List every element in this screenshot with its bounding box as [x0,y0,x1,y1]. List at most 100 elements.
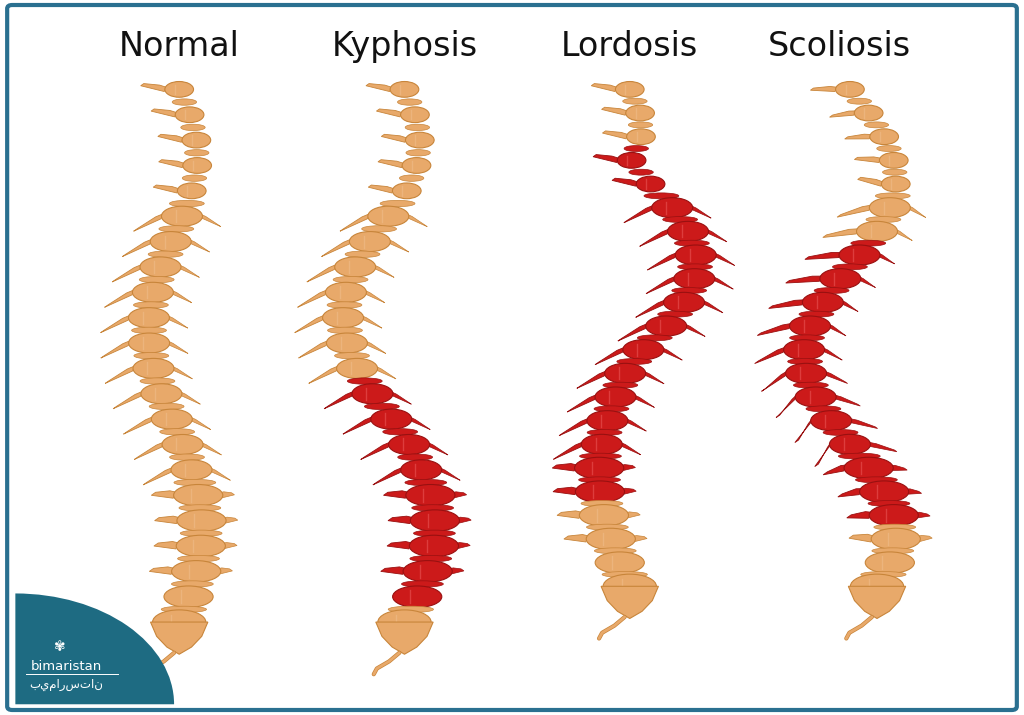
Polygon shape [113,391,143,409]
Ellipse shape [844,458,893,479]
Ellipse shape [799,311,834,317]
Polygon shape [626,418,646,431]
Ellipse shape [397,99,422,105]
Polygon shape [388,516,413,523]
Ellipse shape [171,581,213,587]
FancyBboxPatch shape [7,5,1017,710]
Polygon shape [690,205,711,218]
Ellipse shape [323,307,364,327]
Polygon shape [848,586,905,618]
Ellipse shape [388,606,433,613]
Polygon shape [201,214,221,227]
Polygon shape [369,185,394,193]
Polygon shape [636,300,666,317]
Ellipse shape [856,222,897,242]
Polygon shape [552,463,578,471]
Ellipse shape [380,200,415,207]
Polygon shape [361,315,382,328]
Ellipse shape [161,606,207,613]
Ellipse shape [587,524,629,530]
Polygon shape [133,214,164,231]
Ellipse shape [624,146,648,152]
Polygon shape [842,300,858,312]
Polygon shape [201,443,221,455]
Ellipse shape [882,176,910,192]
Ellipse shape [675,245,716,265]
Ellipse shape [160,428,195,435]
Ellipse shape [594,406,629,412]
Polygon shape [776,395,798,418]
Ellipse shape [388,435,429,455]
Ellipse shape [615,82,644,97]
Ellipse shape [603,383,638,388]
Text: bimaristan: bimaristan [31,660,102,673]
Ellipse shape [172,99,197,105]
Polygon shape [795,418,813,443]
Ellipse shape [361,226,396,232]
Ellipse shape [410,556,452,562]
Ellipse shape [587,430,622,435]
Polygon shape [143,468,173,485]
Ellipse shape [823,430,858,435]
Ellipse shape [657,311,692,317]
Ellipse shape [128,307,169,327]
Ellipse shape [349,232,390,252]
Polygon shape [298,290,328,307]
Ellipse shape [177,183,206,199]
Polygon shape [769,300,805,308]
Ellipse shape [668,222,709,242]
Ellipse shape [133,358,174,378]
Polygon shape [373,468,402,485]
Polygon shape [374,265,394,277]
Ellipse shape [141,384,182,404]
Ellipse shape [402,157,431,173]
Ellipse shape [148,251,183,257]
Ellipse shape [378,610,431,634]
Polygon shape [553,442,584,459]
Polygon shape [557,511,582,518]
Text: Lordosis: Lordosis [561,30,698,63]
Ellipse shape [347,378,382,384]
Polygon shape [823,465,847,475]
Ellipse shape [847,98,871,104]
Ellipse shape [397,454,432,460]
Ellipse shape [603,574,656,598]
Polygon shape [601,586,658,618]
Ellipse shape [602,571,647,578]
Ellipse shape [806,406,841,412]
Ellipse shape [176,536,225,557]
Ellipse shape [814,287,849,293]
Polygon shape [662,347,682,360]
Polygon shape [617,323,648,341]
Ellipse shape [411,510,460,531]
Polygon shape [104,290,134,307]
Polygon shape [591,84,616,92]
Polygon shape [835,395,860,406]
Polygon shape [190,417,211,430]
Polygon shape [151,622,208,654]
Ellipse shape [328,327,362,333]
Polygon shape [456,543,470,548]
Polygon shape [915,512,930,518]
Polygon shape [847,512,871,518]
Polygon shape [891,465,907,470]
Polygon shape [343,417,373,434]
Polygon shape [218,568,232,574]
Polygon shape [854,157,881,162]
Ellipse shape [637,335,672,341]
Polygon shape [322,239,351,257]
Polygon shape [602,131,628,139]
Polygon shape [837,205,871,217]
Ellipse shape [345,251,380,257]
Ellipse shape [139,277,174,283]
Polygon shape [299,340,329,358]
Ellipse shape [182,132,211,148]
Ellipse shape [627,129,655,144]
Polygon shape [918,536,932,541]
Ellipse shape [672,287,707,293]
Polygon shape [378,159,403,167]
Ellipse shape [586,528,635,550]
Ellipse shape [392,183,421,199]
Ellipse shape [595,552,644,573]
Ellipse shape [132,327,167,333]
